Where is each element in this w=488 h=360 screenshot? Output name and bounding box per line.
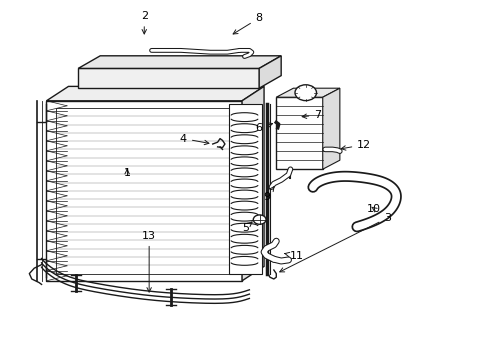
Polygon shape — [322, 88, 339, 169]
Polygon shape — [78, 56, 281, 68]
Text: 3: 3 — [279, 213, 390, 272]
Text: 9: 9 — [263, 186, 274, 202]
Text: 7: 7 — [302, 110, 321, 120]
Bar — [46, 101, 242, 281]
Text: 12: 12 — [341, 140, 370, 150]
Text: 11: 11 — [284, 251, 304, 261]
Polygon shape — [276, 88, 339, 97]
Text: 4: 4 — [180, 134, 208, 145]
Polygon shape — [242, 86, 264, 281]
Text: 2: 2 — [141, 11, 147, 34]
Bar — [228, 104, 261, 274]
Bar — [78, 68, 259, 88]
Text: 13: 13 — [142, 231, 156, 292]
Bar — [276, 97, 322, 169]
Polygon shape — [259, 56, 281, 88]
Bar — [56, 108, 232, 274]
Polygon shape — [46, 86, 264, 101]
Circle shape — [294, 85, 316, 101]
Text: 1: 1 — [123, 168, 130, 178]
Text: 8: 8 — [233, 13, 262, 34]
Text: 5: 5 — [242, 222, 252, 233]
Text: 10: 10 — [366, 204, 380, 214]
Circle shape — [253, 215, 265, 224]
Text: 6: 6 — [255, 123, 272, 133]
